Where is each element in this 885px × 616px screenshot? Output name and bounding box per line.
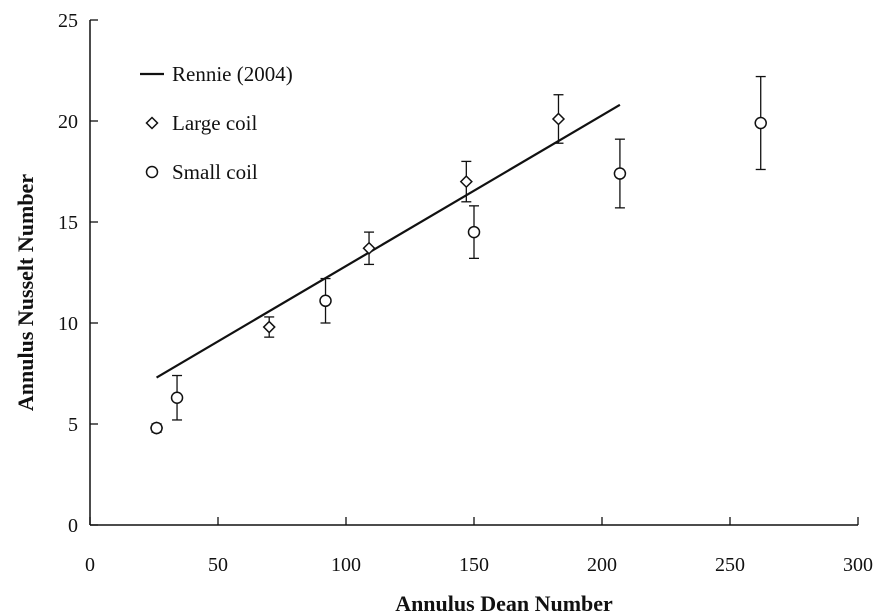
data-point-circle (319, 294, 332, 308)
series-rennie-2004- (156, 103, 621, 379)
x-axis-title: Annulus Dean Number (395, 591, 613, 616)
plot-frame (89, 20, 858, 526)
x-tick-label: 0 (85, 554, 95, 576)
data-point-circle (613, 167, 627, 180)
y-tick-label: 20 (58, 111, 78, 133)
y-tick-label: 0 (68, 515, 78, 537)
legend-label: Rennie (2004) (172, 62, 293, 86)
x-tick-label: 300 (843, 554, 873, 576)
x-axis-ticks: 0 50 100 150 200 250 300 (85, 517, 873, 576)
legend: Rennie (2004) Large coil Small coil (140, 62, 293, 184)
data-point-circle (150, 421, 163, 435)
series-large-coil (149, 94, 566, 435)
x-tick-label: 200 (587, 554, 617, 576)
data-point-diamond (262, 320, 276, 334)
x-tick-label: 50 (208, 554, 228, 576)
legend-item: Large coil (145, 111, 257, 135)
y-tick-label: 15 (58, 212, 78, 234)
series-small-coil (150, 75, 767, 435)
x-tick-label: 250 (715, 554, 745, 576)
data-series (149, 75, 767, 435)
legend-diamond-swatch (145, 116, 159, 130)
y-tick-label: 10 (58, 313, 78, 335)
x-tick-label: 100 (331, 554, 361, 576)
data-point-diamond (551, 112, 566, 126)
data-point-circle (467, 225, 481, 239)
x-tick-label: 150 (459, 554, 489, 576)
y-tick-label: 5 (68, 414, 78, 436)
legend-item: Rennie (2004) (140, 62, 293, 86)
legend-label: Small coil (172, 160, 258, 184)
legend-label: Large coil (172, 111, 257, 135)
data-point-diamond (362, 241, 376, 255)
y-axis-title: Annulus Nusselt Number (13, 174, 38, 411)
legend-circle-swatch (145, 165, 159, 179)
data-point-diamond (459, 175, 473, 189)
data-point-circle (170, 391, 184, 404)
legend-item: Small coil (145, 160, 258, 184)
y-axis-ticks: 0 5 10 15 20 25 (58, 10, 98, 537)
fit-line (156, 103, 621, 379)
data-point-circle (754, 116, 767, 130)
y-tick-label: 25 (58, 10, 78, 32)
